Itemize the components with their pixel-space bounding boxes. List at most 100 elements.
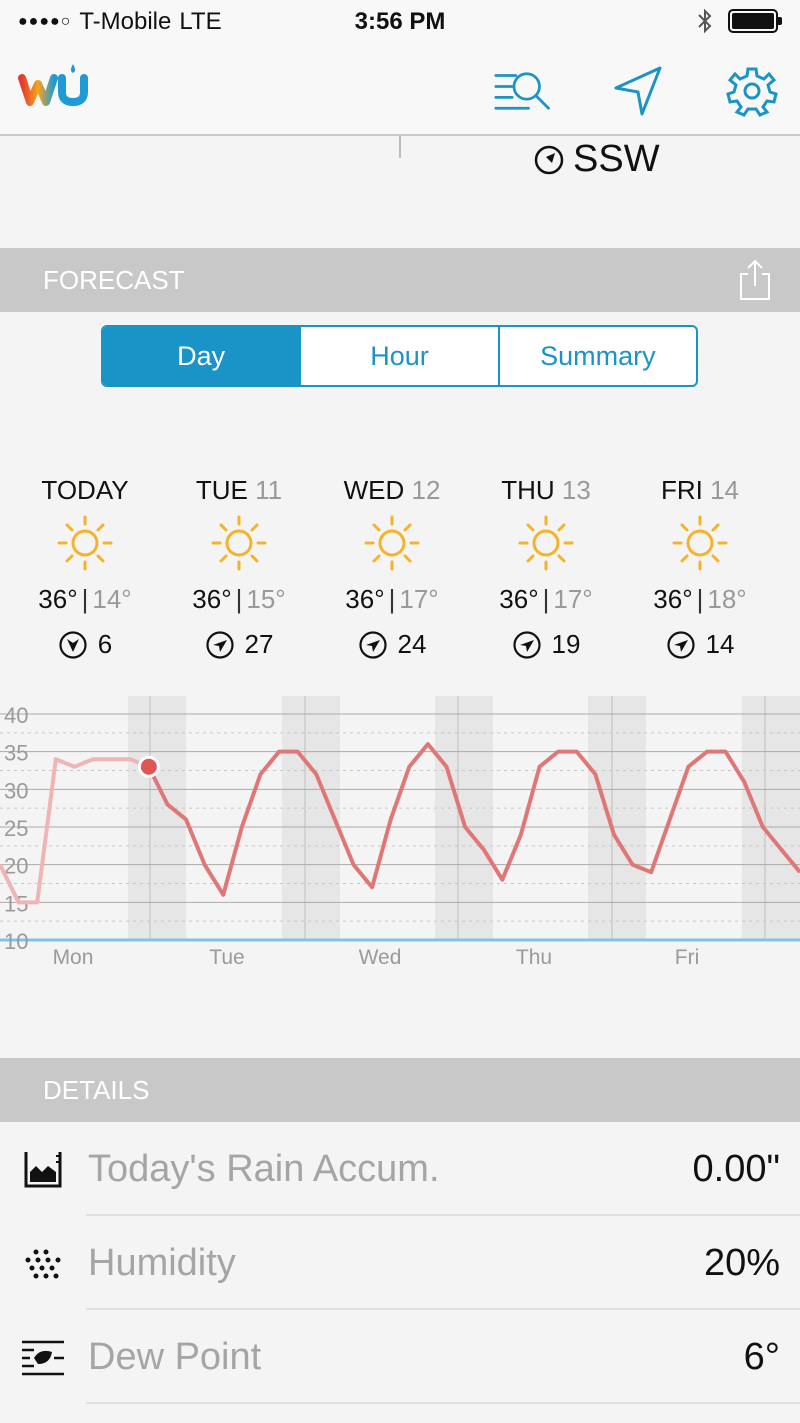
settings-gear-icon[interactable] bbox=[722, 64, 782, 118]
dew-point-icon bbox=[22, 1340, 64, 1376]
bluetooth-icon bbox=[698, 8, 712, 34]
wind-east-icon bbox=[205, 630, 234, 659]
battery-icon bbox=[728, 9, 782, 33]
day-temps: 36° | 14° bbox=[38, 584, 132, 614]
sunny-icon bbox=[518, 515, 574, 571]
sunny-icon bbox=[57, 515, 113, 571]
wind-east-icon bbox=[358, 630, 387, 659]
current-temperature-marker bbox=[140, 758, 157, 775]
x-tick-label: Fri bbox=[675, 946, 700, 969]
detail-label: Today's Rain Accum. bbox=[88, 1148, 440, 1190]
status-bar: ●●●●○ T-Mobile LTE 3:56 PM bbox=[0, 0, 800, 44]
column-divider bbox=[399, 136, 401, 158]
y-tick-label: 35 bbox=[4, 741, 28, 766]
low-temp: 18° bbox=[707, 584, 747, 614]
high-temp: 36° bbox=[192, 584, 232, 614]
wind-speed: 6 bbox=[97, 629, 113, 659]
detail-value: 0.00" bbox=[692, 1148, 780, 1190]
detail-label: Dew Point bbox=[88, 1336, 262, 1378]
day-forecast-wed[interactable]: WED 12 36° | 17° 24 bbox=[312, 475, 472, 660]
day-wind: 19 bbox=[466, 629, 626, 660]
night-band bbox=[588, 696, 646, 940]
high-temp: 36° bbox=[345, 584, 385, 614]
details-title: DETAILS bbox=[43, 1074, 150, 1105]
day-wind: 24 bbox=[312, 629, 472, 660]
temperature-past-line bbox=[0, 757, 150, 905]
high-temp: 36° bbox=[38, 584, 78, 614]
location-arrow-icon[interactable] bbox=[610, 64, 670, 118]
day-forecast-tue[interactable]: TUE 11 36° | 15° 27 bbox=[159, 475, 319, 660]
day-forecast-thu[interactable]: THU 13 36° | 17° 19 bbox=[466, 475, 626, 660]
day-forecast-fri[interactable]: FRI 14 36° | 18° 14 bbox=[620, 475, 780, 660]
wind-east-icon bbox=[512, 630, 541, 659]
app-header bbox=[0, 44, 800, 136]
signal-strength-icon: ●●●●○ bbox=[18, 13, 72, 30]
day-forecast-today[interactable]: TODAY 36° | 14° 6 bbox=[5, 475, 165, 660]
carrier-info: ●●●●○ T-Mobile LTE bbox=[18, 8, 222, 36]
day-name: FRI 14 bbox=[660, 475, 740, 505]
wind-direction-label: SSW bbox=[573, 138, 660, 180]
tab-hour[interactable]: Hour bbox=[301, 327, 500, 385]
day-temps: 36° | 17° bbox=[499, 584, 593, 614]
carrier-name: T-Mobile bbox=[79, 8, 172, 35]
x-tick-label: Tue bbox=[209, 946, 244, 969]
wind-south-icon bbox=[59, 630, 87, 659]
detail-dew-point[interactable]: Dew Point 6° bbox=[0, 1310, 800, 1404]
x-tick-label: Mon bbox=[53, 946, 94, 969]
row-divider bbox=[86, 1214, 800, 1216]
night-band bbox=[282, 696, 340, 940]
wind-east-icon bbox=[666, 630, 695, 659]
tab-summary[interactable]: Summary bbox=[540, 340, 656, 371]
detail-label: Humidity bbox=[88, 1242, 236, 1284]
sunny-icon bbox=[672, 515, 728, 571]
high-temp: 36° bbox=[499, 584, 539, 614]
y-tick-label: 40 bbox=[4, 703, 28, 728]
y-tick-label: 25 bbox=[4, 816, 28, 841]
day-wind: 14 bbox=[620, 629, 780, 660]
low-temp: 14° bbox=[92, 584, 132, 614]
day-temps: 36° | 18° bbox=[653, 584, 747, 614]
network-type: LTE bbox=[179, 8, 222, 35]
wind-speed: 14 bbox=[705, 629, 735, 659]
day-temps: 36° | 15° bbox=[192, 584, 286, 614]
day-name: THU 13 bbox=[501, 475, 591, 505]
sunny-icon bbox=[364, 515, 420, 571]
wu-logo[interactable] bbox=[18, 62, 98, 123]
y-tick-label: 30 bbox=[4, 778, 28, 803]
humidity-dots-icon bbox=[25, 1249, 61, 1279]
night-band bbox=[742, 696, 800, 940]
wind-direction: SSW bbox=[533, 138, 660, 181]
detail-value: 6° bbox=[743, 1336, 780, 1378]
forecast-title: FORECAST bbox=[43, 264, 185, 295]
day-temps: 36° | 17° bbox=[345, 584, 439, 614]
detail-humidity[interactable]: Humidity 20% bbox=[0, 1216, 800, 1310]
high-temp: 36° bbox=[653, 584, 693, 614]
day-wind: 6 bbox=[5, 629, 165, 660]
day-wind: 27 bbox=[159, 629, 319, 660]
sunny-icon bbox=[211, 515, 267, 571]
low-temp: 15° bbox=[246, 584, 286, 614]
tab-day[interactable]: Day bbox=[103, 327, 302, 385]
y-tick-label: 10 bbox=[4, 929, 28, 954]
x-tick-label: Thu bbox=[516, 946, 552, 969]
x-tick-label: Wed bbox=[359, 946, 402, 969]
detail-rain-accum[interactable]: Today's Rain Accum. 0.00" bbox=[0, 1122, 800, 1216]
wind-compass-icon bbox=[534, 145, 564, 174]
wind-speed: 24 bbox=[397, 629, 427, 659]
night-band bbox=[128, 696, 186, 940]
current-conditions-wind: SSW bbox=[0, 136, 800, 248]
search-list-icon[interactable] bbox=[494, 64, 554, 118]
temperature-forecast-line bbox=[147, 742, 800, 897]
detail-value: 20% bbox=[703, 1242, 780, 1284]
wind-speed: 19 bbox=[551, 629, 581, 659]
daily-forecast: TODAY 36° | 14° 6 TUE 11 bbox=[0, 475, 800, 665]
row-divider bbox=[86, 1308, 800, 1310]
status-right bbox=[696, 8, 782, 34]
day-name: TODAY bbox=[41, 475, 129, 505]
share-icon[interactable] bbox=[738, 258, 772, 302]
forecast-view-tabs: Day Hour Summary bbox=[101, 325, 698, 387]
row-divider bbox=[86, 1402, 800, 1404]
day-name: TUE 11 bbox=[195, 475, 283, 505]
rain-gauge-icon bbox=[24, 1152, 62, 1188]
